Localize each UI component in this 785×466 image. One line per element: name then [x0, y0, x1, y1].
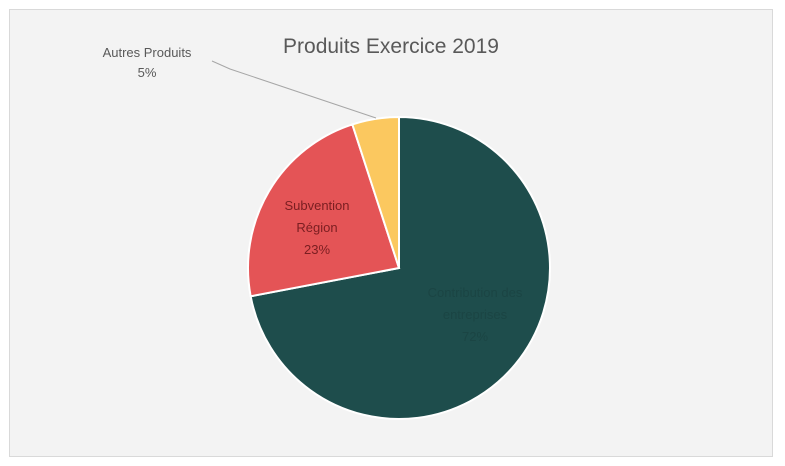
- leader-line-2: [211, 60, 377, 119]
- chart-title: Produits Exercice 2019: [283, 35, 499, 58]
- slice-name-0: Contribution des: [428, 285, 523, 300]
- slice-name-2: Autres Produits: [103, 45, 192, 60]
- slice-value-1: 23%: [304, 242, 330, 257]
- slice-label-1: Subvention Région 23%: [284, 198, 349, 257]
- slice-label-0: Contribution des entreprises 72%: [428, 285, 523, 344]
- slice-name-1: Subvention: [284, 198, 349, 213]
- slice-value-0: 72%: [462, 329, 488, 344]
- slice-name-0: entreprises: [443, 307, 508, 322]
- slice-label-2: Autres Produits 5%: [103, 45, 192, 80]
- slice-name-1: Région: [296, 220, 337, 235]
- slice-value-2: 5%: [138, 65, 157, 80]
- pie-slices: [247, 115, 551, 420]
- pie-slice-0: [249, 115, 551, 420]
- pie-slice-2: [351, 115, 400, 269]
- pie-slice-1: [247, 123, 401, 298]
- pie-labels: Contribution des entreprises 72% Subvention…: [103, 45, 523, 344]
